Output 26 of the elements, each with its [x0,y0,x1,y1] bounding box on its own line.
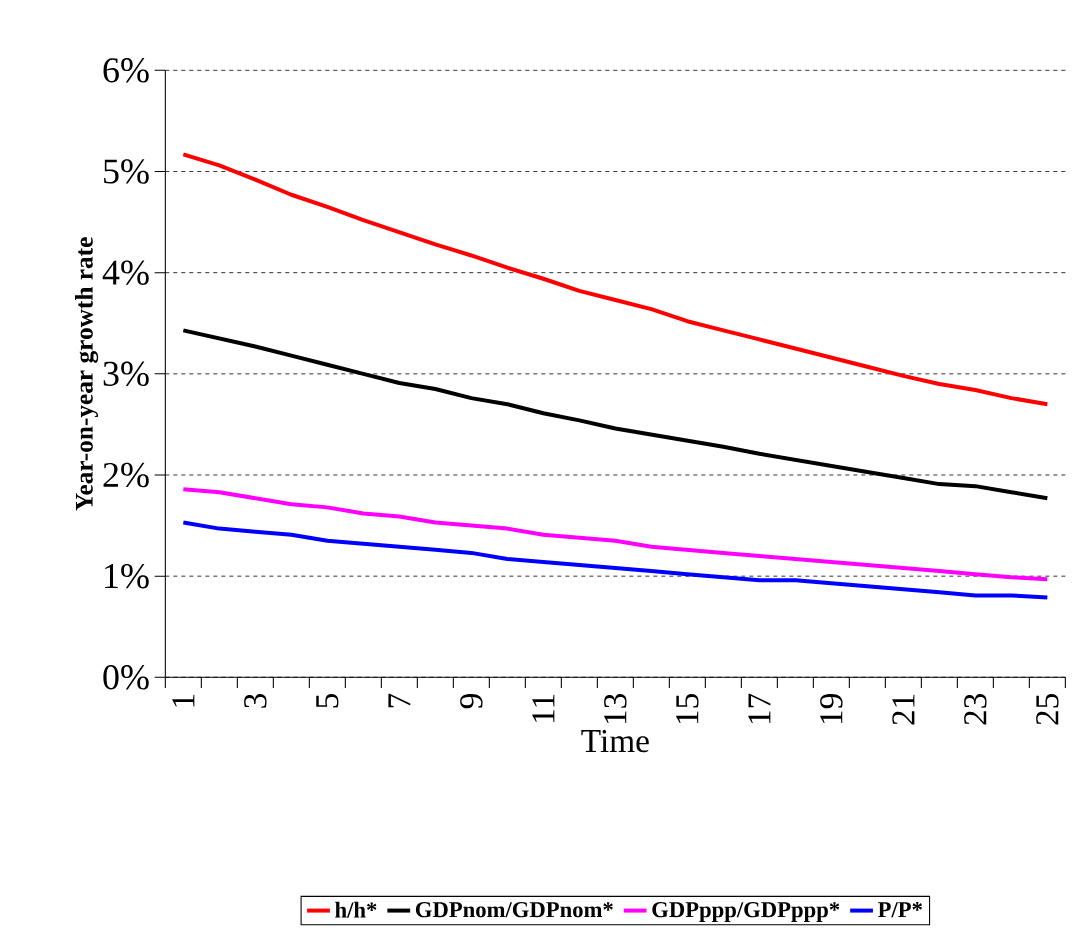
x-tick-label: 21 [892,694,915,725]
x-tick-label: 3 [244,694,267,708]
x-tick-label: 7 [388,693,411,708]
legend-label: GDPppp/GDPppp* [652,902,840,922]
y-tick-label: 0% [103,665,149,690]
x-tick-label: 11 [532,694,555,722]
y-tick-label: 1% [105,563,149,589]
y-tick-label: 4% [102,260,149,285]
y-tick-label: 2% [103,462,149,488]
x-tick-label: 19 [820,694,843,724]
x-tick-label: 5 [316,694,339,708]
x-tick-label: 15 [676,694,699,724]
x-tick-label: 1 [172,694,195,707]
x-tick-label: 17 [748,693,771,724]
legend-label: h/h* [335,901,377,918]
x-tick-label: 13 [604,694,627,724]
x-axis-title: Time [581,729,649,753]
y-tick-label: 3% [103,361,149,387]
x-tick-label: 23 [964,694,987,725]
y-tick-label: 6% [103,58,149,83]
y-axis-title: Year-on-year growth rate [74,237,99,511]
y-tick-label: 5% [104,159,149,184]
legend-label: GDPnom/GDPnom* [415,902,613,918]
x-tick-label: 25 [1036,694,1059,725]
legend-label: P/P* [877,902,922,918]
x-tick-label: 9 [460,694,483,709]
